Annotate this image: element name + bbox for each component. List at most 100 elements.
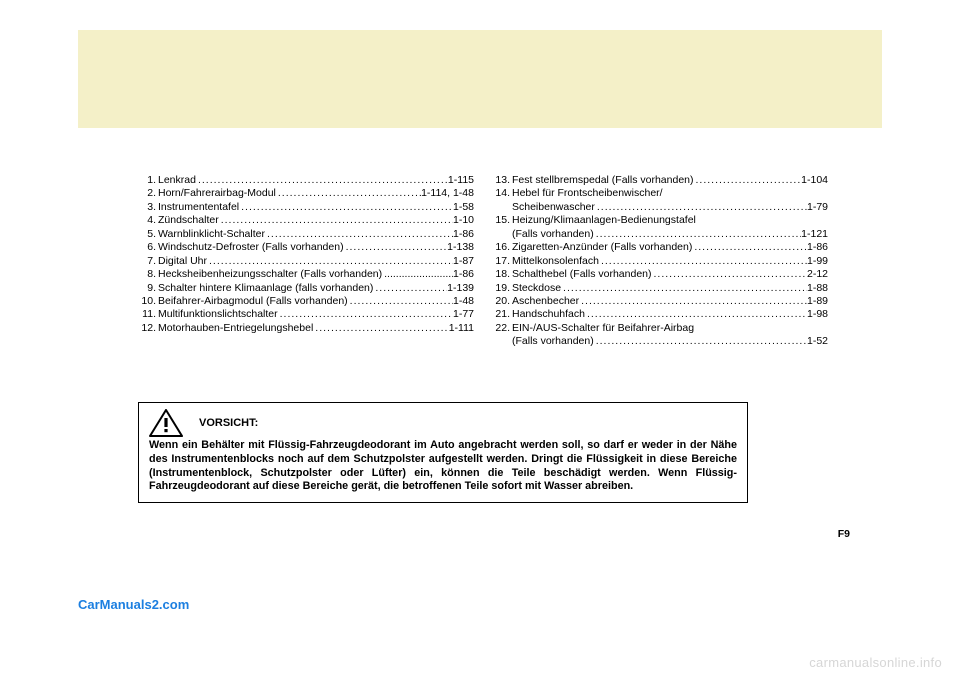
index-number: 9. [138,282,158,295]
leader-dots [239,201,453,214]
index-label: Scheibenwascher [512,201,595,214]
index-number: 4. [138,214,158,227]
index-number: 12. [138,322,158,335]
index-page-ref: 1-86 [453,228,474,241]
index-label: Horn/Fahrerairbag-Modul [158,187,276,200]
index-label: Handschuhfach [512,308,585,321]
index-page-ref: 1-121 [801,228,828,241]
index-page-ref: 1-115 [448,174,474,187]
index-number: 22. [492,322,512,335]
page-number: F9 [838,528,850,540]
index-number: 6. [138,241,158,254]
index-row: 15. Heizung/Klimaanlagen-Bedienungstafel [492,214,828,227]
caution-box: VORSICHT: Wenn ein Behälter mit Flüssig-… [138,402,748,503]
index-number: 20. [492,295,512,308]
index-label: Fest stellbremspedal (Falls vorhanden) [512,174,694,187]
index-row: 6. Windschutz-Defroster (Falls vorhanden… [138,241,474,254]
index-label: EIN-/AUS-Schalter für Beifahrer-Airbag [512,322,694,335]
leader-dots [207,255,453,268]
index-number: 3. [138,201,158,214]
leader-dots [579,295,807,308]
index-page-ref: 1-89 [807,295,828,308]
index-page-ref: 1-10 [453,214,474,227]
index-column-right: 13. Fest stellbremspedal (Falls vorhande… [492,174,828,349]
index-row: 3. Instrumententafel 1-58 [138,201,474,214]
index-number: 8. [138,268,158,281]
index-number: 1. [138,174,158,187]
index-label: Warnblinklicht-Schalter [158,228,265,241]
index-page-ref: 1-79 [807,201,828,214]
index-columns: 1. Lenkrad 1-1152. Horn/Fahrerairbag-Mod… [138,174,838,349]
index-number: 18. [492,268,512,281]
index-row: 1. Lenkrad 1-115 [138,174,474,187]
leader-dots [594,228,801,241]
index-number: 14. [492,187,512,200]
index-number: 2. [138,187,158,200]
brand-watermark: CarManuals2.com [78,597,189,612]
leader-dots [382,268,453,281]
leader-dots [278,308,453,321]
caution-header: VORSICHT: [149,409,737,437]
index-page-ref: 1-98 [807,308,828,321]
index-column-left: 1. Lenkrad 1-1152. Horn/Fahrerairbag-Mod… [138,174,474,349]
index-row: 22. EIN-/AUS-Schalter für Beifahrer-Airb… [492,322,828,335]
index-label: Hecksheibenheizungsschalter (Falls vorha… [158,268,382,281]
index-number: 7. [138,255,158,268]
index-number: 19. [492,282,512,295]
index-row: (Falls vorhanden) 1-52 [492,335,828,348]
index-label: Schalthebel (Falls vorhanden) [512,268,652,281]
index-row: (Falls vorhanden) 1-121 [492,228,828,241]
index-page-ref: 1-111 [449,322,474,335]
index-row: 19. Steckdose 1-88 [492,282,828,295]
index-row: 7. Digital Uhr 1-87 [138,255,474,268]
index-label: Heizung/Klimaanlagen-Bedienungstafel [512,214,696,227]
index-label: (Falls vorhanden) [512,335,594,348]
index-row: 20. Aschenbecher 1-89 [492,295,828,308]
index-page-ref: 1-86 [453,268,474,281]
index-label: Motorhauben-Entriegelungshebel [158,322,313,335]
index-row: 17. Mittelkonsolenfach 1-99 [492,255,828,268]
index-page-ref: 2-12 [807,268,828,281]
index-label: Zigaretten-Anzünder (Falls vorhanden) [512,241,692,254]
leader-dots [196,174,448,187]
leader-dots [344,241,448,254]
index-number: 21. [492,308,512,321]
leader-dots [585,308,807,321]
index-page-ref: 1-99 [807,255,828,268]
index-row: 8. Hecksheibenheizungsschalter (Falls vo… [138,268,474,281]
index-number: 10. [138,295,158,308]
footer-watermark: carmanualsonline.info [809,655,942,670]
index-row: 12. Motorhauben-Entriegelungshebel 1-111 [138,322,474,335]
index-row: 18. Schalthebel (Falls vorhanden) 2-12 [492,268,828,281]
index-page-ref: 1-87 [453,255,474,268]
warning-triangle-icon [149,409,183,437]
index-number: 17. [492,255,512,268]
index-page-ref: 1-48 [453,295,474,308]
index-row: 14. Hebel für Frontscheibenwischer/ [492,187,828,200]
index-label: Aschenbecher [512,295,579,308]
index-page-ref: 1-114, 1-48 [421,187,474,200]
index-row: 13. Fest stellbremspedal (Falls vorhande… [492,174,828,187]
index-label: Lenkrad [158,174,196,187]
index-row: 9. Schalter hintere Klimaanlage (falls v… [138,282,474,295]
index-page-ref: 1-86 [807,241,828,254]
index-row: Scheibenwascher 1-79 [492,201,828,214]
caution-body: Wenn ein Behälter mit Flüssig-Fahrzeugde… [149,439,737,494]
leader-dots [652,268,807,281]
leader-dots [595,201,807,214]
leader-dots [594,335,807,348]
index-label: Windschutz-Defroster (Falls vorhanden) [158,241,344,254]
manual-page: 1. Lenkrad 1-1152. Horn/Fahrerairbag-Mod… [78,30,882,630]
index-number: 13. [492,174,512,187]
leader-dots [373,282,447,295]
index-page-ref: 1-52 [807,335,828,348]
index-row: 2. Horn/Fahrerairbag-Modul 1-114, 1-48 [138,187,474,200]
index-number: 15. [492,214,512,227]
leader-dots [313,322,448,335]
index-page-ref: 1-139 [447,282,474,295]
caution-title: VORSICHT: [199,417,258,429]
index-row: 4. Zündschalter 1-10 [138,214,474,227]
leader-dots [599,255,807,268]
index-label: Steckdose [512,282,561,295]
leader-dots [219,214,453,227]
